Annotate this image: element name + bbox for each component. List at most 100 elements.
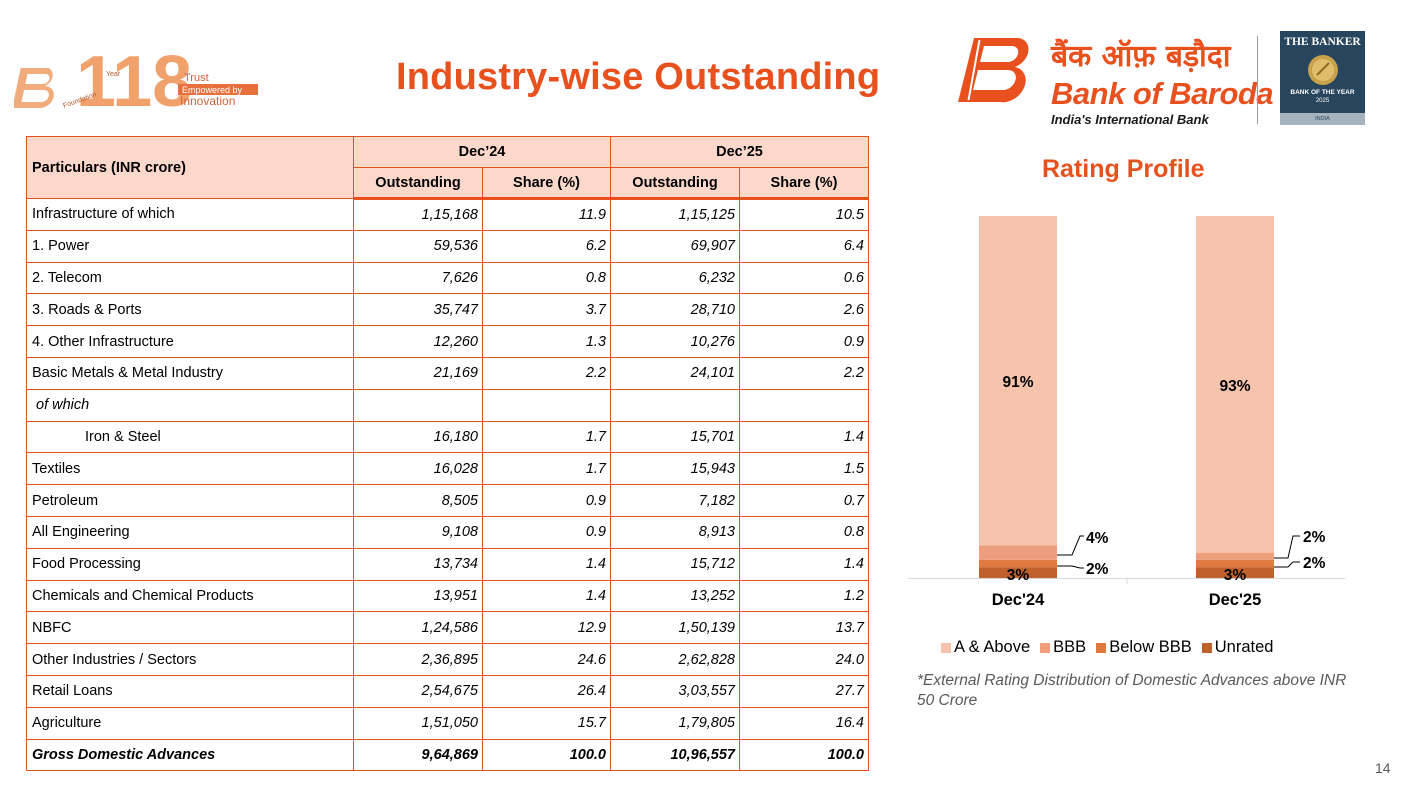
cell-dec25-share: 1.5 [739, 452, 869, 486]
cell-dec25-share: 6.4 [739, 229, 869, 263]
cell-dec24-outstanding: 9,108 [353, 515, 483, 549]
table-row: Retail Loans 2,54,675 26.4 3,03,557 27.7 [26, 674, 869, 708]
cell-dec25-share: 13.7 [739, 611, 869, 645]
bar-segment-a-above [1196, 216, 1274, 553]
cell-dec25-outstanding: 15,712 [610, 547, 740, 581]
cell-dec24-outstanding [353, 388, 483, 422]
baroda-sun-icon [958, 38, 1029, 103]
cell-dec25-outstanding: 28,710 [610, 293, 740, 327]
row-label: Infrastructure of which [26, 198, 354, 231]
cell-dec24-share: 0.9 [482, 515, 611, 549]
bar-segment-bbb [979, 545, 1057, 560]
cell-dec24-outstanding: 1,24,586 [353, 611, 483, 645]
data-label-a-above: 93% [1219, 378, 1250, 395]
anniversary-118-logo-graphic: 118 Year Foundation Trust Empowered by I… [12, 42, 258, 122]
row-label: Basic Metals & Metal Industry [26, 356, 354, 390]
row-label: 2. Telecom [26, 261, 354, 295]
table-row: Iron & Steel 16,180 1.7 15,701 1.4 [26, 420, 869, 454]
legend-label: A & Above [954, 638, 1031, 656]
table-row: NBFC 1,24,586 12.9 1,50,139 13.7 [26, 611, 869, 645]
page-title: Industry-wise Outstanding [396, 56, 881, 98]
banker-award-year: 2025 [1315, 98, 1330, 104]
cell-dec25-outstanding: 10,276 [610, 325, 740, 358]
table-row: Basic Metals & Metal Industry 21,169 2.2… [26, 356, 869, 390]
header-period-dec24: Dec’24 [353, 136, 611, 168]
cell-dec24-share: 1.3 [482, 325, 611, 358]
cell-dec24-share: 1.7 [482, 420, 611, 454]
cell-dec25-outstanding: 8,913 [610, 515, 740, 549]
row-label: Petroleum [26, 484, 354, 517]
cell-dec24-outstanding: 21,169 [353, 356, 483, 390]
cell-dec25-outstanding: 3,03,557 [610, 674, 740, 708]
table-row: All Engineering 9,108 0.9 8,913 0.8 [26, 515, 869, 549]
cell-dec24-share: 26.4 [482, 674, 611, 708]
table-row: 1. Power 59,536 6.2 69,907 6.4 [26, 229, 869, 263]
row-label: Other Industries / Sectors [26, 643, 354, 676]
bank-tagline: India's International Bank [1051, 112, 1209, 127]
cell-dec25-outstanding: 69,907 [610, 229, 740, 263]
cell-dec25-share [739, 388, 869, 422]
data-label-a-above: 91% [1002, 374, 1033, 391]
cell-dec24-outstanding: 8,505 [353, 484, 483, 517]
cell-dec25-outstanding: 24,101 [610, 356, 740, 390]
subheader-dec24-outstanding: Outstanding [353, 167, 483, 200]
cell-dec25-share: 0.9 [739, 325, 869, 358]
cell-dec24-share: 2.2 [482, 356, 611, 390]
cell-dec25-share: 2.6 [739, 293, 869, 327]
cell-dec25-outstanding: 2,62,828 [610, 643, 740, 676]
row-label: Textiles [26, 452, 354, 486]
banker-award-subtitle: BANK OF THE YEAR [1290, 89, 1355, 96]
cell-dec24-share: 11.9 [482, 198, 611, 231]
cell-dec24-outstanding: 9,64,869 [353, 738, 483, 772]
industry-outstanding-table: Particulars (INR crore) Dec’24 Dec’25 Ou… [26, 136, 869, 772]
cell-dec24-outstanding: 2,54,675 [353, 674, 483, 708]
banker-award-title: THE BANKER [1284, 36, 1361, 48]
rating-profile-title: Rating Profile [1042, 155, 1205, 183]
logo-innovation-text: Innovation [180, 94, 235, 108]
legend-label: Unrated [1214, 638, 1274, 656]
banker-award-country: INDIA [1280, 113, 1365, 125]
cell-dec25-outstanding: 6,232 [610, 261, 740, 295]
bar-segment-below-bbb [979, 559, 1057, 568]
row-label: Chemicals and Chemical Products [26, 579, 354, 613]
banker-award-badge: THE BANKER BANK OF THE YEAR 2025 INDIA [1280, 31, 1365, 125]
cell-dec25-outstanding: 1,79,805 [610, 706, 740, 740]
legend-item: BBB [1040, 638, 1086, 657]
data-label-bbb: 4% [1086, 530, 1109, 547]
table-row: Infrastructure of which 1,15,168 11.9 1,… [26, 198, 869, 231]
cell-dec25-share: 0.6 [739, 261, 869, 295]
cell-dec25-share: 0.7 [739, 484, 869, 517]
bank-name-english: Bank of Baroda [1051, 76, 1274, 111]
data-label-bbb: 2% [1303, 529, 1326, 546]
cell-dec24-outstanding: 16,028 [353, 452, 483, 486]
cell-dec24-outstanding: 1,15,168 [353, 198, 483, 231]
table-row-subheading: of which [26, 388, 869, 422]
row-label: Iron & Steel [26, 420, 354, 454]
cell-dec25-share: 1.2 [739, 579, 869, 613]
rating-profile-chart: Dec'24 Dec'25 91% 4% 2% 3% 93% 2% 2% 3% [908, 216, 1345, 609]
header-divider [1257, 36, 1258, 124]
bar-segment-unrated [979, 567, 1057, 578]
x-axis-label: Dec'25 [1209, 591, 1262, 609]
row-label: 4. Other Infrastructure [26, 325, 354, 358]
cell-dec24-share: 1.7 [482, 452, 611, 486]
data-label-below-bbb: 2% [1303, 555, 1326, 572]
legend-label: Below BBB [1109, 638, 1192, 656]
cell-dec24-outstanding: 13,734 [353, 547, 483, 581]
bar-segment-a-above [979, 216, 1057, 546]
data-label-unrated: 3% [1007, 567, 1030, 584]
table-row: 2. Telecom 7,626 0.8 6,232 0.6 [26, 261, 869, 295]
subheader-dec25-share: Share (%) [739, 167, 869, 200]
subheader-dec25-outstanding: Outstanding [610, 167, 740, 200]
cell-dec24-share: 100.0 [482, 738, 611, 772]
table-row: 4. Other Infrastructure 12,260 1.3 10,27… [26, 325, 869, 358]
subheader-dec24-share: Share (%) [482, 167, 611, 200]
cell-dec24-outstanding: 7,626 [353, 261, 483, 295]
row-label: Gross Domestic Advances [26, 738, 354, 772]
cell-dec24-outstanding: 16,180 [353, 420, 483, 454]
data-label-unrated: 3% [1224, 567, 1247, 584]
anniversary-118-logo: 118 Year Foundation Trust Empowered by I… [12, 24, 264, 122]
table-row-total: Gross Domestic Advances 9,64,869 100.0 1… [26, 738, 869, 772]
cell-dec24-share: 3.7 [482, 293, 611, 327]
cell-dec25-outstanding: 15,943 [610, 452, 740, 486]
